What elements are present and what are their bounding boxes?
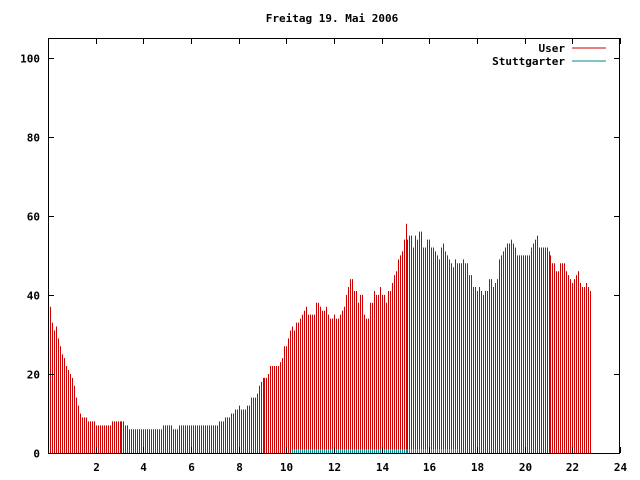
x-tick-label: 8	[236, 461, 243, 474]
x-tick-label: 6	[188, 461, 195, 474]
x-tick-label: 20	[519, 461, 532, 474]
y-tick-label: 80	[27, 132, 40, 145]
y-tick-label: 0	[33, 448, 40, 461]
legend-label-user: User	[539, 42, 566, 55]
chart-title: Freitag 19. Mai 2006	[266, 12, 399, 25]
x-tick-label: 18	[471, 461, 484, 474]
x-tick-label: 14	[376, 461, 390, 474]
y-axis-ticks: 0 20 40 60 80 100	[20, 53, 620, 461]
y-tick-label: 100	[20, 53, 40, 66]
legend: User Stuttgarter	[492, 42, 606, 68]
x-tick-label: 12	[328, 461, 341, 474]
x-tick-label: 2	[93, 461, 100, 474]
x-axis-ticks: 2 4 6 8 10 12 14 16 18 20 22 24	[93, 38, 627, 474]
legend-label-stuttgarter: Stuttgarter	[492, 55, 565, 68]
x-tick-label: 10	[280, 461, 293, 474]
x-tick-label: 4	[140, 461, 147, 474]
y-tick-label: 40	[27, 290, 40, 303]
y-tick-label: 60	[27, 211, 40, 224]
y-tick-label: 20	[27, 369, 40, 382]
x-tick-label: 24	[614, 461, 628, 474]
x-tick-label: 22	[566, 461, 579, 474]
user-bars	[48, 223, 591, 453]
stuttgarter-bars	[292, 449, 458, 453]
x-tick-label: 16	[423, 461, 437, 474]
